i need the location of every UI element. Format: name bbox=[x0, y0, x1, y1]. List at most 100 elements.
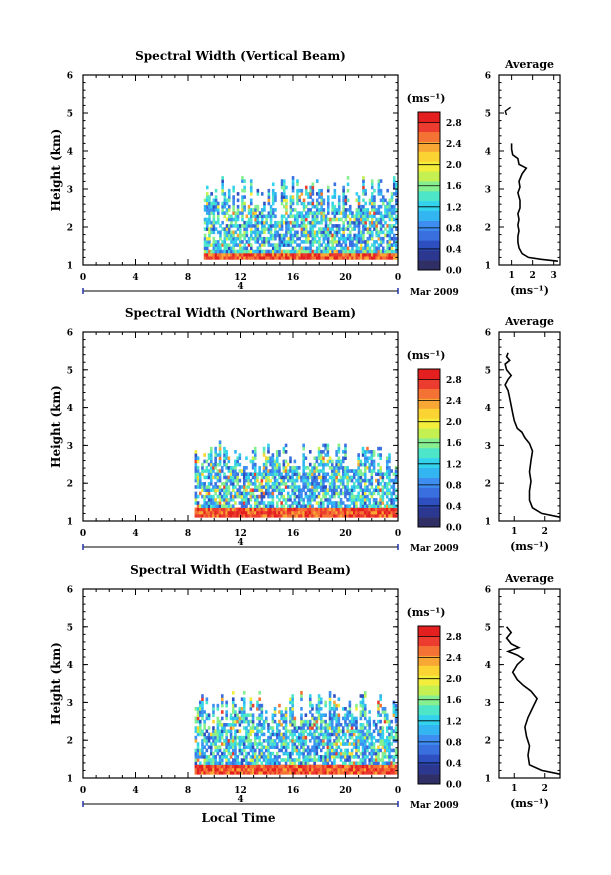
heatmap-cell bbox=[216, 510, 220, 515]
heatmap-cell bbox=[234, 507, 237, 512]
heatmap-cell bbox=[330, 713, 334, 718]
heatmap-cell bbox=[328, 697, 332, 702]
heatmap-cell bbox=[355, 723, 358, 727]
heatmap-cell bbox=[319, 450, 323, 454]
heatmap-cell bbox=[253, 758, 257, 762]
heatmap-cell bbox=[273, 713, 277, 718]
heatmap-cell bbox=[264, 482, 268, 486]
heatmap-cell bbox=[330, 488, 334, 493]
heatmap-cell bbox=[238, 224, 242, 228]
heatmap-cell bbox=[242, 716, 246, 721]
heatmap-cell bbox=[319, 504, 323, 509]
heatmap-cell bbox=[254, 227, 257, 231]
heatmap-cell bbox=[359, 767, 363, 772]
heatmap-cell bbox=[300, 214, 304, 219]
heatmap-cell bbox=[357, 462, 360, 467]
heatmap-cell bbox=[251, 472, 255, 477]
heatmap-cell bbox=[291, 764, 294, 769]
heatmap-cell bbox=[311, 498, 314, 502]
heatmap-cell bbox=[205, 208, 209, 212]
heatmap-cell bbox=[335, 453, 338, 457]
heatmap-cell bbox=[285, 227, 288, 231]
heatmap-cell bbox=[346, 472, 349, 477]
heatmap-cell bbox=[383, 707, 387, 711]
heatmap-cell bbox=[392, 514, 396, 518]
heatmap-cell bbox=[388, 456, 391, 461]
heatmap-cell bbox=[326, 198, 330, 203]
heatmap-cell bbox=[306, 723, 310, 727]
heatmap-cell bbox=[234, 472, 237, 477]
heatmap-cell bbox=[341, 507, 345, 512]
heatmap-cell bbox=[374, 478, 378, 483]
heatmap-cell bbox=[258, 214, 262, 219]
heatmap-cell bbox=[304, 478, 308, 483]
heatmap-cell bbox=[351, 256, 354, 260]
heatmap-cell bbox=[196, 472, 200, 477]
heatmap-cell bbox=[293, 498, 297, 502]
heatmap-cell bbox=[339, 771, 343, 775]
heatmap-cell bbox=[341, 469, 345, 473]
heatmap-cell bbox=[377, 514, 380, 518]
heatmap-cell bbox=[313, 469, 316, 473]
heatmap-cell bbox=[214, 472, 217, 477]
heatmap-cell bbox=[289, 764, 292, 769]
heatmap-cell bbox=[243, 227, 246, 231]
heatmap-cell bbox=[359, 256, 363, 260]
heatmap-cell bbox=[284, 507, 288, 512]
heatmap-cell bbox=[269, 739, 272, 743]
heatmap-cell bbox=[280, 220, 284, 225]
heatmap-cell bbox=[269, 751, 272, 756]
heatmap-cell bbox=[366, 504, 369, 509]
heatmap-cell bbox=[218, 491, 222, 496]
heatmap-cell bbox=[311, 504, 314, 509]
heatmap-cell bbox=[328, 723, 332, 727]
heatmap-cell bbox=[285, 233, 288, 238]
heatmap-cell bbox=[320, 230, 323, 235]
heatmap-cell bbox=[333, 710, 336, 714]
heatmap-cell bbox=[342, 240, 345, 244]
heatmap-cell bbox=[309, 230, 312, 235]
heatmap-cell bbox=[388, 472, 391, 477]
heatmap-cell bbox=[260, 510, 264, 515]
x-tick-label: 16 bbox=[287, 273, 300, 283]
heatmap-cell bbox=[194, 498, 198, 502]
heatmap-cell bbox=[212, 719, 215, 724]
heatmap-cell bbox=[313, 230, 317, 235]
heatmap-cell bbox=[280, 482, 283, 486]
heatmap-cell bbox=[329, 220, 332, 225]
heatmap-cell bbox=[275, 723, 279, 727]
heatmap-cell bbox=[359, 217, 363, 222]
heatmap-cell bbox=[322, 472, 325, 477]
heatmap-cell bbox=[363, 726, 367, 730]
heatmap-cell bbox=[273, 742, 277, 746]
colorbar-swatch bbox=[418, 734, 440, 745]
heatmap-cell bbox=[238, 246, 242, 251]
heatmap-cell bbox=[209, 507, 213, 512]
heatmap-cell bbox=[366, 459, 369, 464]
heatmap-cell bbox=[231, 510, 235, 515]
heatmap-cell bbox=[306, 510, 310, 515]
heatmap-cell bbox=[326, 240, 330, 244]
profile-x-tick-label: 1 bbox=[511, 784, 517, 794]
heatmap-cell bbox=[383, 507, 387, 512]
heatmap-cell bbox=[307, 246, 310, 251]
heatmap-cell bbox=[319, 726, 323, 730]
heatmap-cell bbox=[267, 482, 270, 486]
heatmap-cell bbox=[339, 767, 343, 772]
heatmap-cell bbox=[205, 224, 209, 228]
heatmap-cell bbox=[355, 220, 359, 225]
heatmap-cell bbox=[221, 249, 224, 254]
profile-frame bbox=[498, 331, 561, 522]
heatmap-cell bbox=[379, 249, 383, 254]
heatmap-cell bbox=[254, 220, 257, 225]
heatmap-cell bbox=[245, 249, 249, 254]
heatmap-cell bbox=[372, 758, 376, 762]
heatmap-cell bbox=[372, 453, 376, 457]
heatmap-cell bbox=[351, 246, 354, 251]
heatmap-cell bbox=[322, 475, 325, 480]
x-tick-label: 8 bbox=[185, 529, 191, 539]
heatmap-cell bbox=[320, 195, 323, 199]
heatmap-cell bbox=[373, 201, 376, 206]
heatmap-cell bbox=[368, 710, 371, 714]
